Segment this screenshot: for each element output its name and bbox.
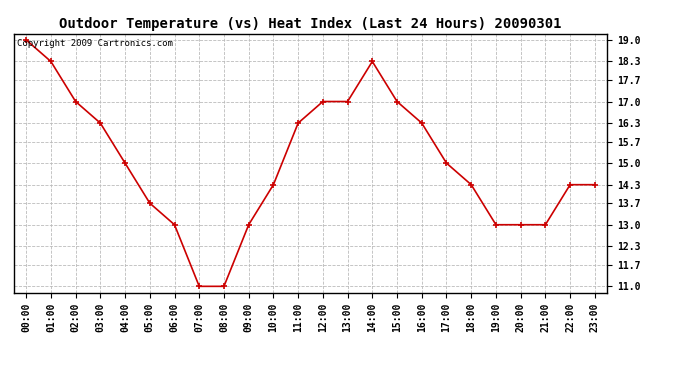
Title: Outdoor Temperature (vs) Heat Index (Last 24 Hours) 20090301: Outdoor Temperature (vs) Heat Index (Las… bbox=[59, 17, 562, 31]
Text: Copyright 2009 Cartronics.com: Copyright 2009 Cartronics.com bbox=[17, 39, 172, 48]
